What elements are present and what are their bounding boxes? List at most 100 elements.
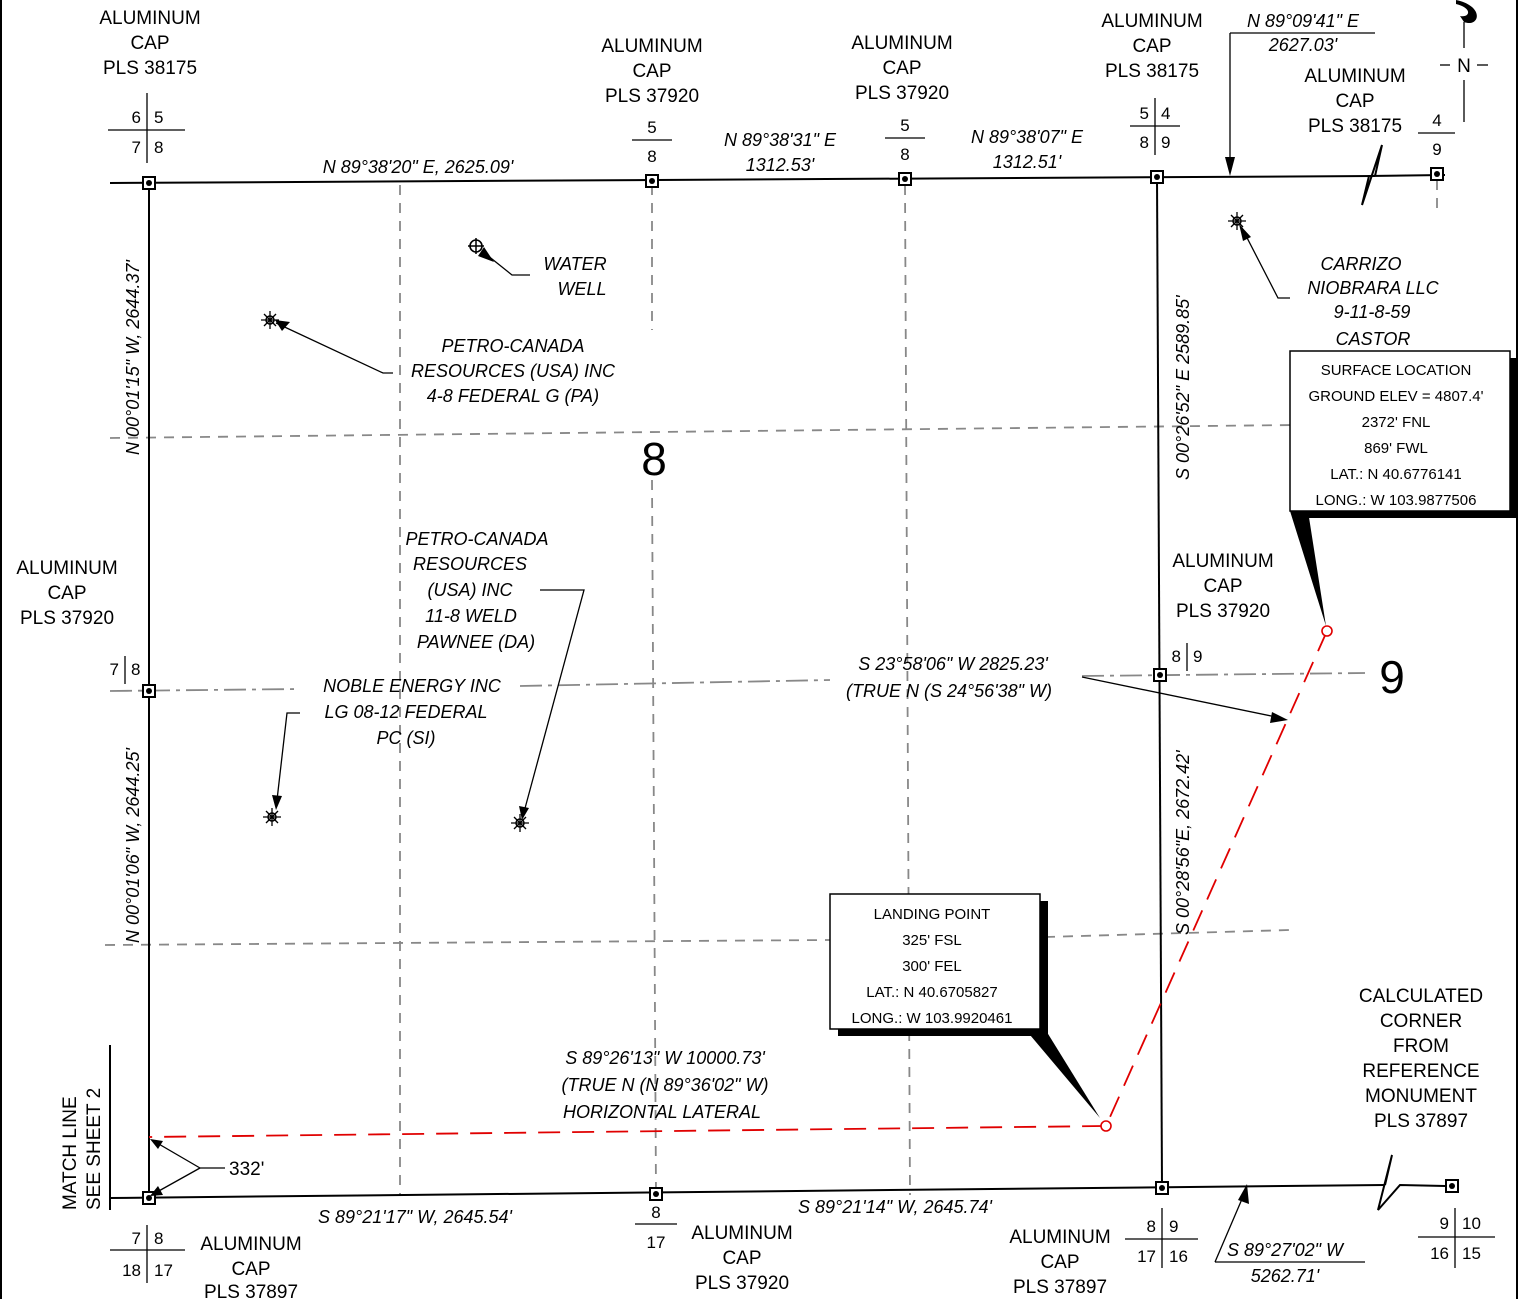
svg-text:17: 17 (154, 1261, 173, 1280)
monument-far-se (1445, 1179, 1459, 1193)
tic-sw: 7 8 18 17 (110, 1225, 185, 1283)
s-quarter-cap-label: ALUMINUM CAP PLS 37920 (691, 1223, 792, 1294)
svg-text:7: 7 (132, 1229, 141, 1248)
bearing-west-lower: N 00°01'06" W, 2644.25' (123, 748, 143, 943)
tic-far-se: 9 10 16 15 (1418, 1208, 1495, 1268)
svg-text:8: 8 (1172, 647, 1181, 666)
bearing-east-upper: S 00°26'52" E 2589.85' (1173, 295, 1193, 480)
north-arrow-icon: N (1440, 0, 1488, 122)
n-quarter-cap-label: ALUMINUM CAP PLS 37920 (601, 36, 702, 107)
tic-n-quarter: 5 8 (632, 118, 672, 166)
far-ne-cap-label: ALUMINUM CAP PLS 38175 (1304, 66, 1405, 137)
svg-text:4: 4 (1432, 111, 1441, 130)
bearing-south-east: S 89°27'02" W 5262.71' (1227, 1240, 1345, 1286)
monument-s-quarter (649, 1187, 663, 1201)
svg-text:5: 5 (647, 118, 656, 137)
surface-location-box: SURFACE LOCATION GROUND ELEV = 4807.4' 237… (1289, 350, 1518, 626)
monuments (142, 167, 1459, 1205)
monument-n-quarter (645, 174, 659, 188)
calculated-corner-label: CALCULATED CORNER FROM REFERENCE MONUMENT PLS… (1359, 986, 1483, 1132)
section-number-9: 9 (1379, 651, 1405, 703)
monument-w (142, 684, 156, 698)
svg-text:5: 5 (1140, 104, 1149, 123)
bearing-south-2: S 89°21'14" W, 2645.74' (798, 1197, 992, 1217)
svg-text:10: 10 (1462, 1214, 1481, 1233)
tic-w: 7 8 (110, 656, 140, 684)
surface-hole-marker (1321, 625, 1333, 637)
match-line-label: MATCH LINE SEE SHEET 2 (60, 1088, 105, 1210)
bearing-north-mid-1: N 89°38'31" E 1312.53' (724, 130, 837, 175)
svg-text:16: 16 (1430, 1244, 1449, 1263)
svg-text:5: 5 (900, 116, 909, 135)
bearing-north-line: N 89°38'20" E, 2625.09' (323, 157, 514, 177)
svg-text:4: 4 (1161, 104, 1170, 123)
tic-s-quarter: 8 17 (635, 1203, 677, 1252)
nw-cap-label: ALUMINUM CAP PLS 38175 (99, 8, 200, 79)
svg-text:8: 8 (900, 145, 909, 164)
tic-ne: 5 4 8 9 (1130, 98, 1180, 155)
section-corner-tics: 6 5 7 8 5 8 5 8 5 4 8 9 4 9 7 (108, 93, 1495, 1283)
landing-point-box: LANDING POINT 325' FSL 300' FEL LAT.: N 40.… (829, 893, 1100, 1118)
bearing-east-lower: S 00°28'56"E, 2672.42' (1173, 750, 1193, 935)
noble-well-icon: NOBLE ENERGY INC LG 08-12 FEDERAL PC (SI) (263, 676, 502, 826)
monument-nw (142, 176, 156, 190)
bearings: N 89°38'20" E, 2625.09' N 89°38'31" E 131… (123, 11, 1375, 1286)
svg-text:9: 9 (1193, 647, 1202, 666)
bearing-west-upper: N 00°01'15" W, 2644.37' (123, 260, 143, 455)
section-boundaries (109, 144, 1446, 1211)
bearing-north-mid-2: N 89°38'07" E 1312.51' (971, 127, 1084, 172)
e-cap-label: ALUMINUM CAP PLS 37920 (1172, 551, 1273, 622)
monument-e (1153, 668, 1167, 682)
well-path (148, 625, 1333, 1138)
monument-far-ne (1430, 167, 1444, 181)
svg-text:8: 8 (647, 147, 656, 166)
tic-far-ne: 4 9 (1418, 111, 1455, 159)
svg-text:8: 8 (154, 138, 163, 157)
svg-text:9: 9 (1161, 133, 1170, 152)
svg-text:9: 9 (1440, 1214, 1449, 1233)
tic-e: 8 9 (1172, 643, 1202, 671)
svg-text:332': 332' (229, 1159, 264, 1180)
carrizo-well-icon: CARRIZO NIOBRARA LLC 9-11-8-59 CASTOR (1228, 212, 1440, 349)
sw-cap-label: ALUMINUM CAP PLS 37897 (200, 1234, 301, 1299)
svg-text:N: N (1457, 56, 1471, 77)
svg-text:18: 18 (122, 1261, 141, 1280)
svg-text:8: 8 (1147, 1217, 1156, 1236)
w-cap-label: ALUMINUM CAP PLS 37920 (16, 558, 117, 629)
lateral-labels: S 23°58'06" W 2825.23' (TRUE N (S 24°56'3… (561, 654, 1288, 1122)
water-well-icon: WATER WELL (468, 238, 607, 299)
offset-dimension: 332' (150, 1139, 264, 1196)
svg-text:9: 9 (1169, 1217, 1178, 1236)
svg-text:17: 17 (1137, 1247, 1156, 1266)
svg-text:16: 16 (1169, 1247, 1188, 1266)
monument-captions: ALUMINUM CAP PLS 38175 ALUMINUM CAP PLS 3792… (16, 8, 1483, 1299)
monument-ne (1150, 170, 1164, 184)
wells: WATER WELL PETRO-CANADA RESOURCES (USA) IN… (261, 212, 1440, 832)
tic-se: 8 9 17 16 (1125, 1208, 1198, 1268)
svg-text:8: 8 (131, 660, 140, 679)
tic-n-mid: 5 8 (885, 116, 925, 164)
svg-text:6: 6 (132, 108, 141, 127)
ne-cap-label: ALUMINUM CAP PLS 38175 (1101, 11, 1202, 82)
svg-text:5: 5 (154, 108, 163, 127)
svg-text:9: 9 (1432, 140, 1441, 159)
tic-nw: 6 5 7 8 (108, 93, 185, 163)
monument-se (1155, 1181, 1169, 1195)
svg-text:7: 7 (110, 660, 119, 679)
bearing-south-1: S 89°21'17" W, 2645.54' (318, 1207, 512, 1227)
section-number-8: 8 (641, 433, 667, 485)
landing-point-marker (1100, 1120, 1112, 1132)
svg-text:7: 7 (132, 138, 141, 157)
svg-text:8: 8 (1140, 133, 1149, 152)
petro-canada-1-well-icon: PETRO-CANADA RESOURCES (USA) INC 4-8 FEDER… (261, 311, 616, 406)
svg-text:8: 8 (154, 1229, 163, 1248)
diagonal-bearing-label: S 23°58'06" W 2825.23' (TRUE N (S 24°56'3… (846, 654, 1052, 701)
n-mid-cap-label: ALUMINUM CAP PLS 37920 (851, 33, 952, 104)
